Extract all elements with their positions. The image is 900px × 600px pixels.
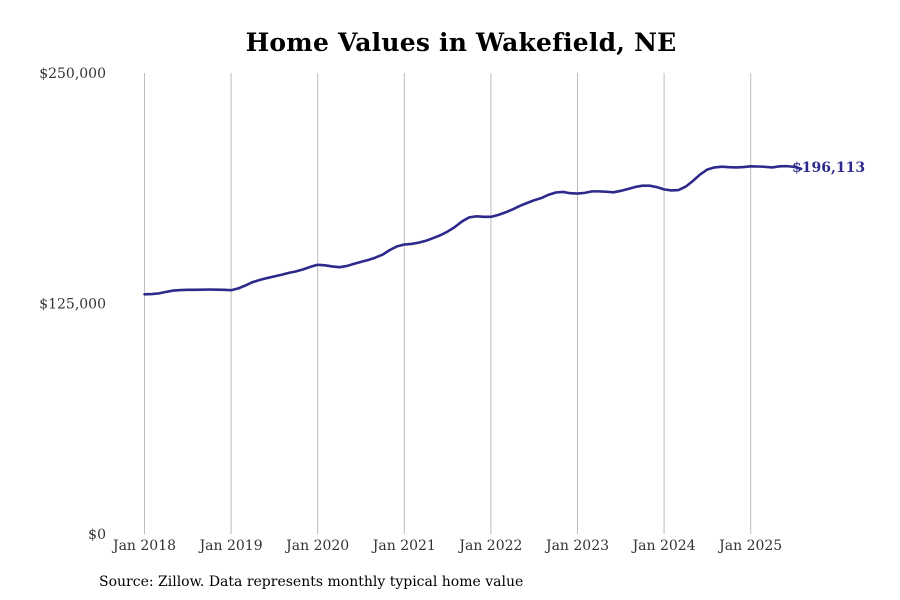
x-tick-label: Jan 2021 — [371, 538, 436, 554]
y-tick-label: $250,000 — [39, 66, 106, 82]
x-tick-label: Jan 2024 — [631, 538, 696, 554]
x-tick-label: Jan 2020 — [284, 538, 349, 554]
end-value-label: $196,113 — [792, 160, 865, 176]
y-axis-ticks: $0 $125,000 $250,000 — [39, 66, 106, 543]
y-tick-label: $0 — [88, 527, 106, 543]
grid-lines — [144, 73, 752, 534]
x-tick-label: Jan 2019 — [198, 538, 263, 554]
x-tick-label: Jan 2025 — [717, 538, 782, 554]
series-layer: $196,113 — [143, 160, 865, 296]
x-tick-label: Jan 2018 — [111, 538, 176, 554]
y-tick-label: $125,000 — [39, 297, 106, 313]
x-tick-label: Jan 2023 — [544, 538, 609, 554]
chart-title: Home Values in Wakefield, NE — [245, 28, 677, 57]
source-note: Source: Zillow. Data represents monthly … — [99, 574, 524, 590]
series-line — [143, 164, 803, 296]
x-axis-ticks: Jan 2018 Jan 2019 Jan 2020 Jan 2021 Jan 2022… — [111, 538, 782, 554]
x-tick-label: Jan 2022 — [457, 538, 522, 554]
